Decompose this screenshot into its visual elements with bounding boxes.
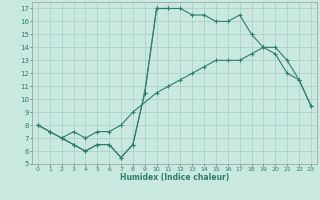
X-axis label: Humidex (Indice chaleur): Humidex (Indice chaleur) [120, 173, 229, 182]
